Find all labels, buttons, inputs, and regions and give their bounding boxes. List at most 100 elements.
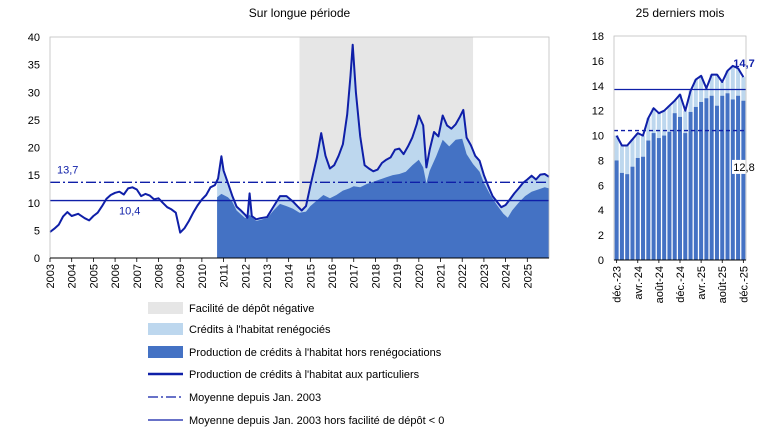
legend-label-production: Production de crédits à l'habitat aux pa… — [189, 369, 420, 381]
last-25-months-chart: 25 derniers mois 14,7 12,8 0 2 4 6 8 10 12 14 16 18 d… — [592, 6, 757, 303]
renegotiated-bar — [614, 135, 619, 161]
production-excl-reneg-bar — [662, 135, 667, 260]
production-excl-reneg-bar — [693, 106, 698, 260]
right-x-tick-label: août-24 — [654, 266, 666, 303]
renegotiated-bar — [704, 88, 709, 99]
production-excl-reneg-bar — [625, 174, 630, 260]
left-x-tick-label: 2004 — [67, 264, 79, 288]
left-x-tick-label: 2024 — [501, 264, 513, 288]
left-y-tick-label: 25 — [28, 115, 40, 127]
left-x-tick-label: 2016 — [327, 264, 339, 288]
renegotiated-bar — [646, 118, 651, 141]
renegotiated-bar — [683, 110, 688, 134]
right-y-tick-label: 0 — [598, 255, 604, 267]
right-y-tick-label: 2 — [598, 230, 604, 242]
production-excl-reneg-bar — [688, 111, 693, 261]
legend-label-avg_excl: Moyenne depuis Jan. 2003 hors facilité d… — [189, 415, 444, 427]
right-y-tick-label: 6 — [598, 180, 604, 192]
production-excl-reneg-area — [217, 138, 549, 258]
renegotiated-bar — [656, 113, 661, 139]
right-x-tick-label: déc.-23 — [612, 266, 624, 303]
left-chart-title: Sur longue période — [249, 6, 351, 20]
production-excl-reneg-bar — [672, 113, 677, 261]
left-x-tick-label: 2011 — [219, 264, 231, 288]
left-y-tick-label: 30 — [28, 87, 40, 99]
left-y-tick-label: 40 — [28, 32, 40, 44]
production-excl-reneg-bar — [725, 93, 730, 260]
renegotiated-bar — [641, 135, 646, 157]
left-x-tick-label: 2005 — [88, 264, 100, 288]
production-excl-reneg-bar — [619, 172, 624, 260]
production-excl-reneg-bar — [677, 116, 683, 260]
left-x-tick-label: 2022 — [457, 264, 469, 288]
average-since-2003-label: 13,7 — [57, 164, 78, 176]
renegotiated-bar — [619, 145, 624, 173]
right-chart-title: 25 derniers mois — [636, 6, 725, 20]
left-x-tick-label: 2009 — [175, 264, 187, 288]
renegotiated-bar — [630, 139, 635, 167]
legend: Facilité de dépôt négative Crédits à l'ha… — [148, 302, 444, 427]
legend-label-negative_rate: Facilité de dépôt négative — [189, 303, 314, 315]
production-excl-reneg-bar — [630, 166, 635, 260]
renegotiated-bar — [693, 79, 698, 107]
production-excl-reneg-bar — [704, 98, 709, 260]
renegotiated-bar — [730, 65, 735, 100]
production-excl-reneg-bar — [656, 138, 661, 260]
right-y-tick-label: 4 — [598, 205, 604, 217]
right-x-tick-label: avr.-25 — [696, 266, 708, 300]
production-excl-reneg-bar — [635, 157, 640, 260]
renegotiated-bar — [736, 68, 741, 96]
renegotiated-bar — [625, 145, 630, 175]
last-total-value-label: 14,7 — [733, 58, 754, 70]
right-y-tick-label: 10 — [592, 131, 604, 143]
left-x-tick-label: 2018 — [370, 264, 382, 288]
right-y-tick-label: 12 — [592, 106, 604, 118]
right-y-tick-label: 8 — [598, 155, 604, 167]
renegotiated-bar — [725, 70, 730, 94]
production-excl-reneg-bar — [730, 99, 735, 260]
left-x-tick-label: 2015 — [305, 264, 317, 288]
last-excl-value-label: 12,8 — [733, 162, 754, 174]
production-excl-reneg-bar — [667, 131, 672, 260]
left-x-tick-label: 2003 — [45, 264, 57, 288]
left-y-tick-label: 15 — [28, 170, 40, 182]
renegotiated-bar — [709, 74, 714, 96]
left-x-tick-label: 2020 — [414, 264, 426, 288]
production-excl-reneg-bar — [720, 95, 725, 260]
long-period-chart: Sur longue période13,710,405101520253035… — [28, 6, 550, 288]
right-y-tick-label: 14 — [592, 81, 604, 93]
renegotiated-bar — [651, 108, 656, 134]
legend-label-excl_reneg: Production de crédits à l'habitat hors r… — [189, 347, 442, 359]
legend-symbol-negative-rate — [148, 302, 183, 314]
right-x-tick-label: déc.-25 — [738, 266, 750, 303]
production-excl-reneg-bar — [714, 105, 719, 260]
left-x-tick-label: 2010 — [197, 264, 209, 288]
left-y-tick-label: 0 — [34, 253, 40, 265]
legend-label-reneg: Crédits à l'habitat renégociés — [189, 324, 331, 336]
production-line — [49, 43, 550, 234]
right-y-tick-label: 16 — [592, 56, 604, 68]
production-excl-reneg-bar — [736, 95, 741, 260]
production-excl-reneg-bar — [741, 100, 746, 260]
left-x-tick-label: 2023 — [479, 264, 491, 288]
right-x-tick-label: déc.-24 — [675, 266, 687, 303]
last-excl-label-box — [732, 159, 757, 174]
legend-symbol-excl-reneg — [148, 346, 183, 358]
left-x-tick-label: 2008 — [153, 264, 165, 288]
left-x-tick-label: 2021 — [436, 264, 448, 288]
renegotiated-bar — [688, 90, 693, 112]
renegotiated-bar — [635, 133, 640, 158]
right-y-tick-label: 18 — [592, 31, 604, 43]
left-x-tick-label: 2017 — [349, 264, 361, 288]
left-y-tick-label: 10 — [28, 198, 40, 210]
left-x-tick-label: 2013 — [262, 264, 274, 288]
average-excl-label: 10,4 — [119, 206, 140, 218]
left-y-tick-label: 35 — [28, 60, 40, 72]
left-x-tick-label: 2007 — [132, 264, 144, 288]
production-excl-reneg-bar — [614, 160, 619, 260]
renegotiated-bar — [662, 110, 667, 136]
right-x-tick-label: avr.-24 — [633, 266, 645, 300]
legend-symbol-renegotiated — [148, 323, 183, 335]
production-excl-reneg-bar — [641, 156, 646, 260]
renegotiated-bar — [672, 100, 677, 114]
